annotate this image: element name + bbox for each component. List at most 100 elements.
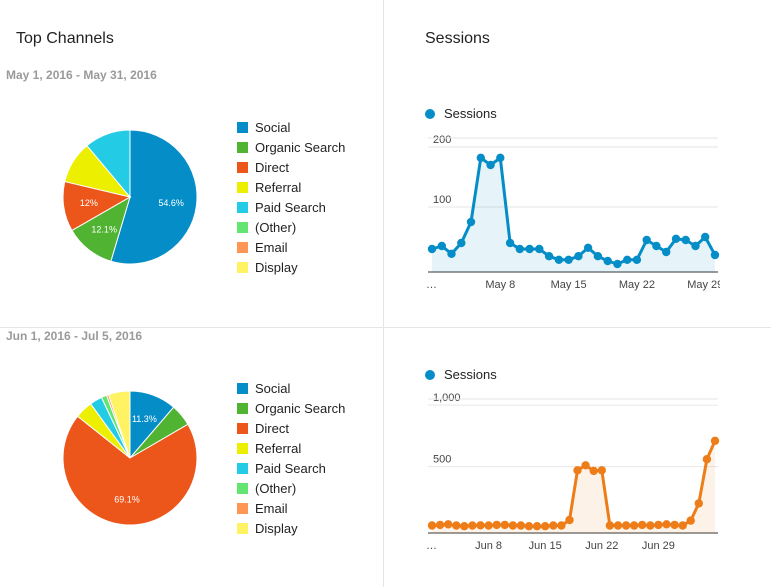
data-point[interactable] [638, 520, 647, 530]
data-point[interactable] [515, 244, 524, 254]
pie-slice-paid-search[interactable] [86, 129, 131, 199]
data-point[interactable] [554, 255, 564, 264]
legend-item-other[interactable]: (Other) [237, 478, 345, 498]
data-point[interactable] [516, 521, 526, 530]
legend-item-paid-search[interactable]: Paid Search [237, 197, 345, 217]
legend-item-referral[interactable]: Referral [237, 438, 345, 458]
legend-item-email[interactable]: Email [237, 498, 345, 518]
data-point[interactable] [505, 238, 515, 248]
pie-slice-social[interactable] [110, 129, 198, 265]
data-point[interactable] [532, 522, 542, 531]
y-tick-label: 200 [433, 134, 451, 146]
data-point[interactable] [486, 160, 495, 170]
data-point[interactable] [541, 522, 550, 531]
data-point[interactable] [437, 241, 446, 251]
data-point[interactable] [452, 521, 461, 530]
data-point[interactable] [564, 255, 573, 264]
data-point[interactable] [603, 256, 612, 266]
data-point[interactable] [435, 520, 445, 530]
legend-item-referral[interactable]: Referral [237, 177, 345, 197]
data-point[interactable] [613, 259, 622, 269]
data-point[interactable] [535, 244, 544, 254]
sessions-line-chart-may: 100 200 … May 8 May 15 May 22 May 29 [426, 134, 720, 291]
legend-item-direct[interactable]: Direct [237, 418, 345, 438]
data-point[interactable] [681, 235, 690, 245]
legend-item-display[interactable]: Display [237, 518, 345, 538]
legend-label: (Other) [255, 219, 297, 235]
data-point[interactable] [476, 521, 485, 530]
legend-item-organic-search[interactable]: Organic Search [237, 398, 345, 418]
legend-label: Display [255, 259, 298, 275]
data-point[interactable] [671, 234, 681, 243]
data-point[interactable] [457, 238, 466, 248]
data-point[interactable] [632, 255, 642, 264]
data-point[interactable] [642, 235, 651, 245]
data-point[interactable] [444, 520, 453, 529]
data-point[interactable] [678, 521, 687, 530]
data-point[interactable] [662, 520, 671, 529]
legend-item-organic-search[interactable]: Organic Search [237, 137, 345, 157]
legend-swatch [237, 161, 248, 173]
data-point[interactable] [691, 241, 700, 251]
data-point[interactable] [492, 520, 501, 530]
legend-item-other[interactable]: (Other) [237, 217, 345, 237]
data-point[interactable] [496, 153, 505, 162]
data-point[interactable] [468, 521, 477, 530]
data-point[interactable] [686, 516, 695, 525]
pie-label-direct: 12% [80, 198, 98, 208]
data-point[interactable] [447, 249, 456, 258]
data-point[interactable] [652, 241, 661, 251]
legend-item-social[interactable]: Social [237, 378, 345, 398]
legend-item-social[interactable]: Social [237, 117, 345, 137]
data-point[interactable] [597, 466, 606, 475]
sessions-legend-may[interactable]: Sessions [425, 106, 497, 121]
data-point[interactable] [702, 455, 712, 464]
data-point[interactable] [573, 466, 582, 475]
data-point[interactable] [484, 521, 493, 530]
pie-label-social: 54.6% [158, 198, 184, 208]
data-point[interactable] [593, 252, 603, 261]
data-point[interactable] [508, 521, 518, 530]
legend-item-display[interactable]: Display [237, 257, 345, 277]
data-point[interactable] [583, 243, 593, 252]
data-point[interactable] [670, 520, 679, 530]
data-point[interactable] [565, 515, 574, 525]
pie-slice-display[interactable] [107, 390, 131, 459]
data-point[interactable] [544, 252, 554, 261]
legend-item-paid-search[interactable]: Paid Search [237, 458, 345, 478]
data-point[interactable] [589, 466, 598, 476]
sessions-legend-jun[interactable]: Sessions [425, 367, 497, 382]
data-point[interactable] [605, 521, 615, 530]
data-point[interactable] [549, 521, 558, 530]
data-point[interactable] [654, 520, 663, 530]
data-point[interactable] [476, 153, 485, 162]
legend-label: Display [255, 520, 298, 536]
data-point[interactable] [427, 521, 437, 530]
data-point[interactable] [613, 521, 623, 530]
data-point[interactable] [701, 232, 710, 242]
legend-label: Social [255, 380, 291, 396]
data-point[interactable] [581, 461, 590, 470]
data-point[interactable] [524, 522, 534, 531]
data-point[interactable] [646, 521, 655, 530]
data-point[interactable] [466, 217, 476, 227]
data-point[interactable] [629, 521, 639, 530]
data-point[interactable] [460, 522, 469, 531]
legend-item-direct[interactable]: Direct [237, 157, 345, 177]
x-tick-label: … [426, 540, 437, 552]
pie-slice-direct[interactable] [62, 415, 198, 526]
data-point[interactable] [710, 250, 720, 260]
data-point[interactable] [621, 521, 631, 530]
data-point[interactable] [574, 252, 583, 261]
data-point[interactable] [427, 244, 437, 254]
data-point[interactable] [662, 247, 671, 257]
data-point[interactable] [710, 436, 720, 445]
data-point[interactable] [694, 499, 703, 508]
data-point[interactable] [557, 521, 566, 530]
sessions-legend-dot [425, 369, 435, 380]
data-point[interactable] [525, 244, 534, 254]
data-point[interactable] [500, 520, 509, 530]
legend-item-email[interactable]: Email [237, 237, 345, 257]
data-point[interactable] [623, 255, 632, 264]
legend-swatch [237, 382, 248, 394]
